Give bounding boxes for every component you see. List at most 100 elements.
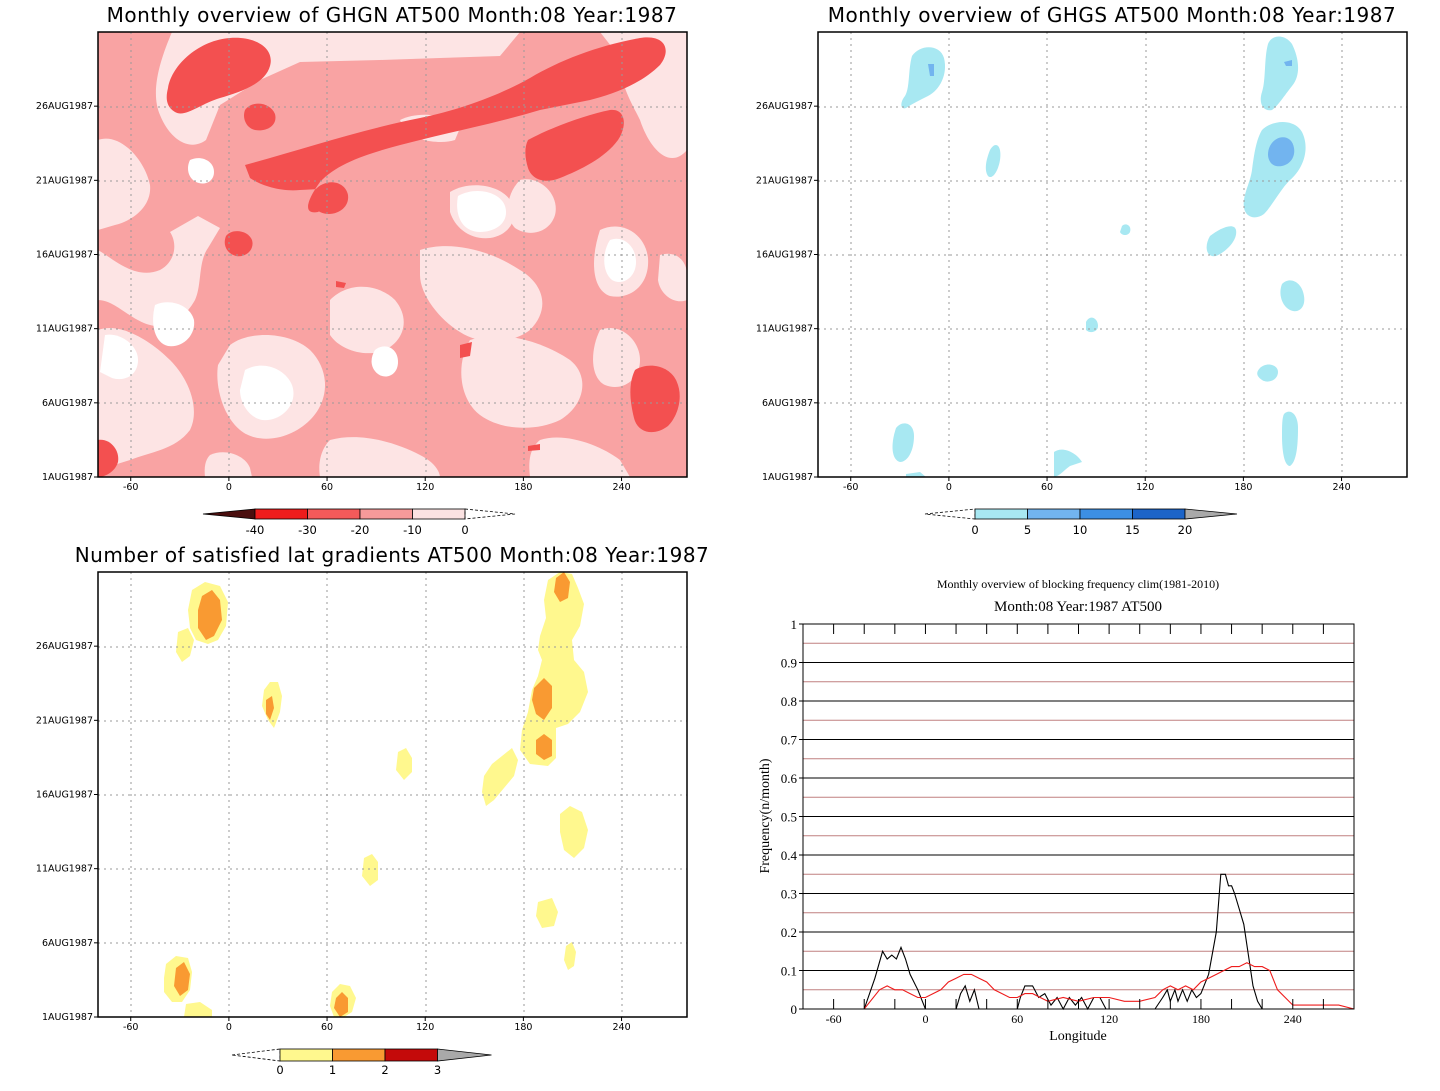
- y-tick-label: 6AUG1987: [42, 398, 93, 409]
- panel-gradients: Number of satisfied lat gradients AT500 …: [36, 543, 709, 1077]
- y-tick-label: 0.9: [781, 656, 797, 671]
- y-tick-label: 1: [791, 617, 798, 632]
- x-tick-label: 120: [416, 1022, 434, 1033]
- gradients-level-2: [174, 572, 570, 1017]
- y-tick-label: 0.5: [781, 810, 797, 825]
- x-tick-label: 120: [1136, 482, 1154, 493]
- ghgn-grid: [98, 32, 687, 477]
- ghgs-colorbar: 0 5 10 15 20: [924, 508, 1238, 537]
- y-tick-label: 16AUG1987: [36, 790, 93, 801]
- y-tick-label: 0.2: [781, 925, 797, 940]
- y-tick-label: 0.1: [781, 964, 797, 979]
- ghgs-field: [818, 32, 1407, 477]
- series-line-black: [803, 873, 1354, 1011]
- gradients-field: [98, 572, 687, 1017]
- y-tick-label: 26AUG1987: [756, 101, 813, 112]
- blocking-subtitle: Month:08 Year:1987 AT500: [994, 599, 1162, 615]
- colorbar-label: 15: [1125, 523, 1140, 537]
- gradients-grid: [98, 572, 687, 1017]
- y-tick-label: 0: [791, 1002, 798, 1017]
- blocking-ylabel: Frequency(n/month): [758, 758, 773, 873]
- y-tick-label: 0.4: [781, 848, 798, 863]
- colorbar-left-arrow: [202, 508, 256, 520]
- x-tick-label: 180: [514, 482, 532, 493]
- y-tick-label: 11AUG1987: [756, 324, 813, 335]
- colorbar-left-arrow: [924, 508, 976, 520]
- y-tick-label: 1AUG1987: [42, 472, 93, 483]
- colorbar-right-arrow: [464, 508, 516, 520]
- x-tick-label: 240: [1284, 1012, 1302, 1026]
- colorbar-label: -20: [351, 523, 370, 537]
- colorbar-label: 20: [1178, 523, 1193, 537]
- x-tick-label: -60: [123, 1022, 139, 1033]
- colorbar-right-arrow: [1184, 508, 1238, 520]
- x-tick-label: 60: [321, 1022, 333, 1033]
- colorbar-segment: [412, 508, 466, 520]
- x-tick-label: 0: [922, 1012, 928, 1026]
- x-tick-label: 60: [1011, 1012, 1023, 1026]
- colorbar-label: 0: [461, 523, 468, 537]
- y-tick-label: 26AUG1987: [36, 101, 93, 112]
- y-tick-label: 21AUG1987: [36, 175, 93, 186]
- colorbar-label: 5: [1024, 523, 1031, 537]
- x-tick-label: -60: [123, 482, 139, 493]
- y-tick-label: 0.6: [781, 771, 798, 786]
- colorbar-label: -30: [298, 523, 317, 537]
- y-tick-label: 1AUG1987: [762, 472, 813, 483]
- x-tick-label: -60: [843, 482, 859, 493]
- panel-blocking-frequency: Monthly overview of blocking frequency c…: [758, 577, 1355, 1044]
- y-tick-label: 6AUG1987: [762, 398, 813, 409]
- colorbar-segment: [1027, 508, 1081, 520]
- y-tick-label: 0.7: [781, 733, 798, 748]
- y-tick-label: 21AUG1987: [36, 715, 93, 726]
- ghgn-white-areas: [100, 158, 636, 421]
- x-tick-label: 120: [1100, 1012, 1118, 1026]
- blocking-xlabel: Longitude: [1049, 1029, 1107, 1044]
- ghgs-mid-areas: [928, 60, 1295, 167]
- y-tick-label: 6AUG1987: [42, 938, 93, 949]
- colorbar-segment: [279, 1048, 333, 1062]
- colorbar-segment: [974, 508, 1028, 520]
- x-tick-label: 240: [1332, 482, 1350, 493]
- x-tick-label: 0: [226, 482, 232, 493]
- y-tick-label: 16AUG1987: [756, 250, 813, 261]
- colorbar-segment: [332, 1048, 386, 1062]
- colorbar-segment: [359, 508, 413, 520]
- x-tick-label: -60: [826, 1012, 842, 1026]
- panel-gradients-title: Number of satisfied lat gradients AT500 …: [75, 543, 710, 567]
- ghgs-grid: [818, 32, 1407, 477]
- x-tick-label: 0: [226, 1022, 232, 1033]
- x-tick-label: 180: [1192, 1012, 1210, 1026]
- ghgn-dark-areas: [98, 37, 680, 477]
- blocking-series: [803, 873, 1355, 1011]
- panel-ghgn-title: Monthly overview of GHGN AT500 Month:08 …: [107, 3, 678, 27]
- x-tick-label: 0: [946, 482, 952, 493]
- x-tick-label: 60: [321, 482, 333, 493]
- gradients-axes: -60 0 60 120 180 240 1AUG1987 6AUG1987 11AUG1987…: [36, 641, 631, 1033]
- y-tick-label: 26AUG1987: [36, 641, 93, 652]
- colorbar-segment: [1132, 508, 1186, 520]
- colorbar-left-arrow: [231, 1048, 281, 1062]
- colorbar-segment: [254, 508, 308, 520]
- colorbar-label: 0: [971, 523, 978, 537]
- y-tick-label: 11AUG1987: [36, 864, 93, 875]
- y-tick-label: 21AUG1987: [756, 175, 813, 186]
- ghgn-axes: -60 0 60 120 180 240 1AUG1987 6AUG1987 11AUG1987…: [36, 101, 631, 493]
- colorbar-label: 1: [329, 1063, 336, 1077]
- x-tick-label: 240: [612, 482, 630, 493]
- y-tick-label: 11AUG1987: [36, 324, 93, 335]
- colorbar-label: 2: [381, 1063, 388, 1077]
- colorbar-segment: [384, 1048, 438, 1062]
- colorbar-segment: [307, 508, 361, 520]
- y-tick-label: 16AUG1987: [36, 250, 93, 261]
- colorbar-label: 3: [434, 1063, 441, 1077]
- y-tick-label: 0.3: [781, 887, 797, 902]
- panel-ghgs-title: Monthly overview of GHGS AT500 Month:08 …: [828, 3, 1396, 27]
- blocking-title: Monthly overview of blocking frequency c…: [937, 577, 1219, 591]
- colorbar-label: -40: [246, 523, 265, 537]
- x-tick-label: 180: [514, 1022, 532, 1033]
- colorbar-label: 0: [276, 1063, 283, 1077]
- ghgn-field: [98, 32, 687, 477]
- colorbar-label: 10: [1073, 523, 1088, 537]
